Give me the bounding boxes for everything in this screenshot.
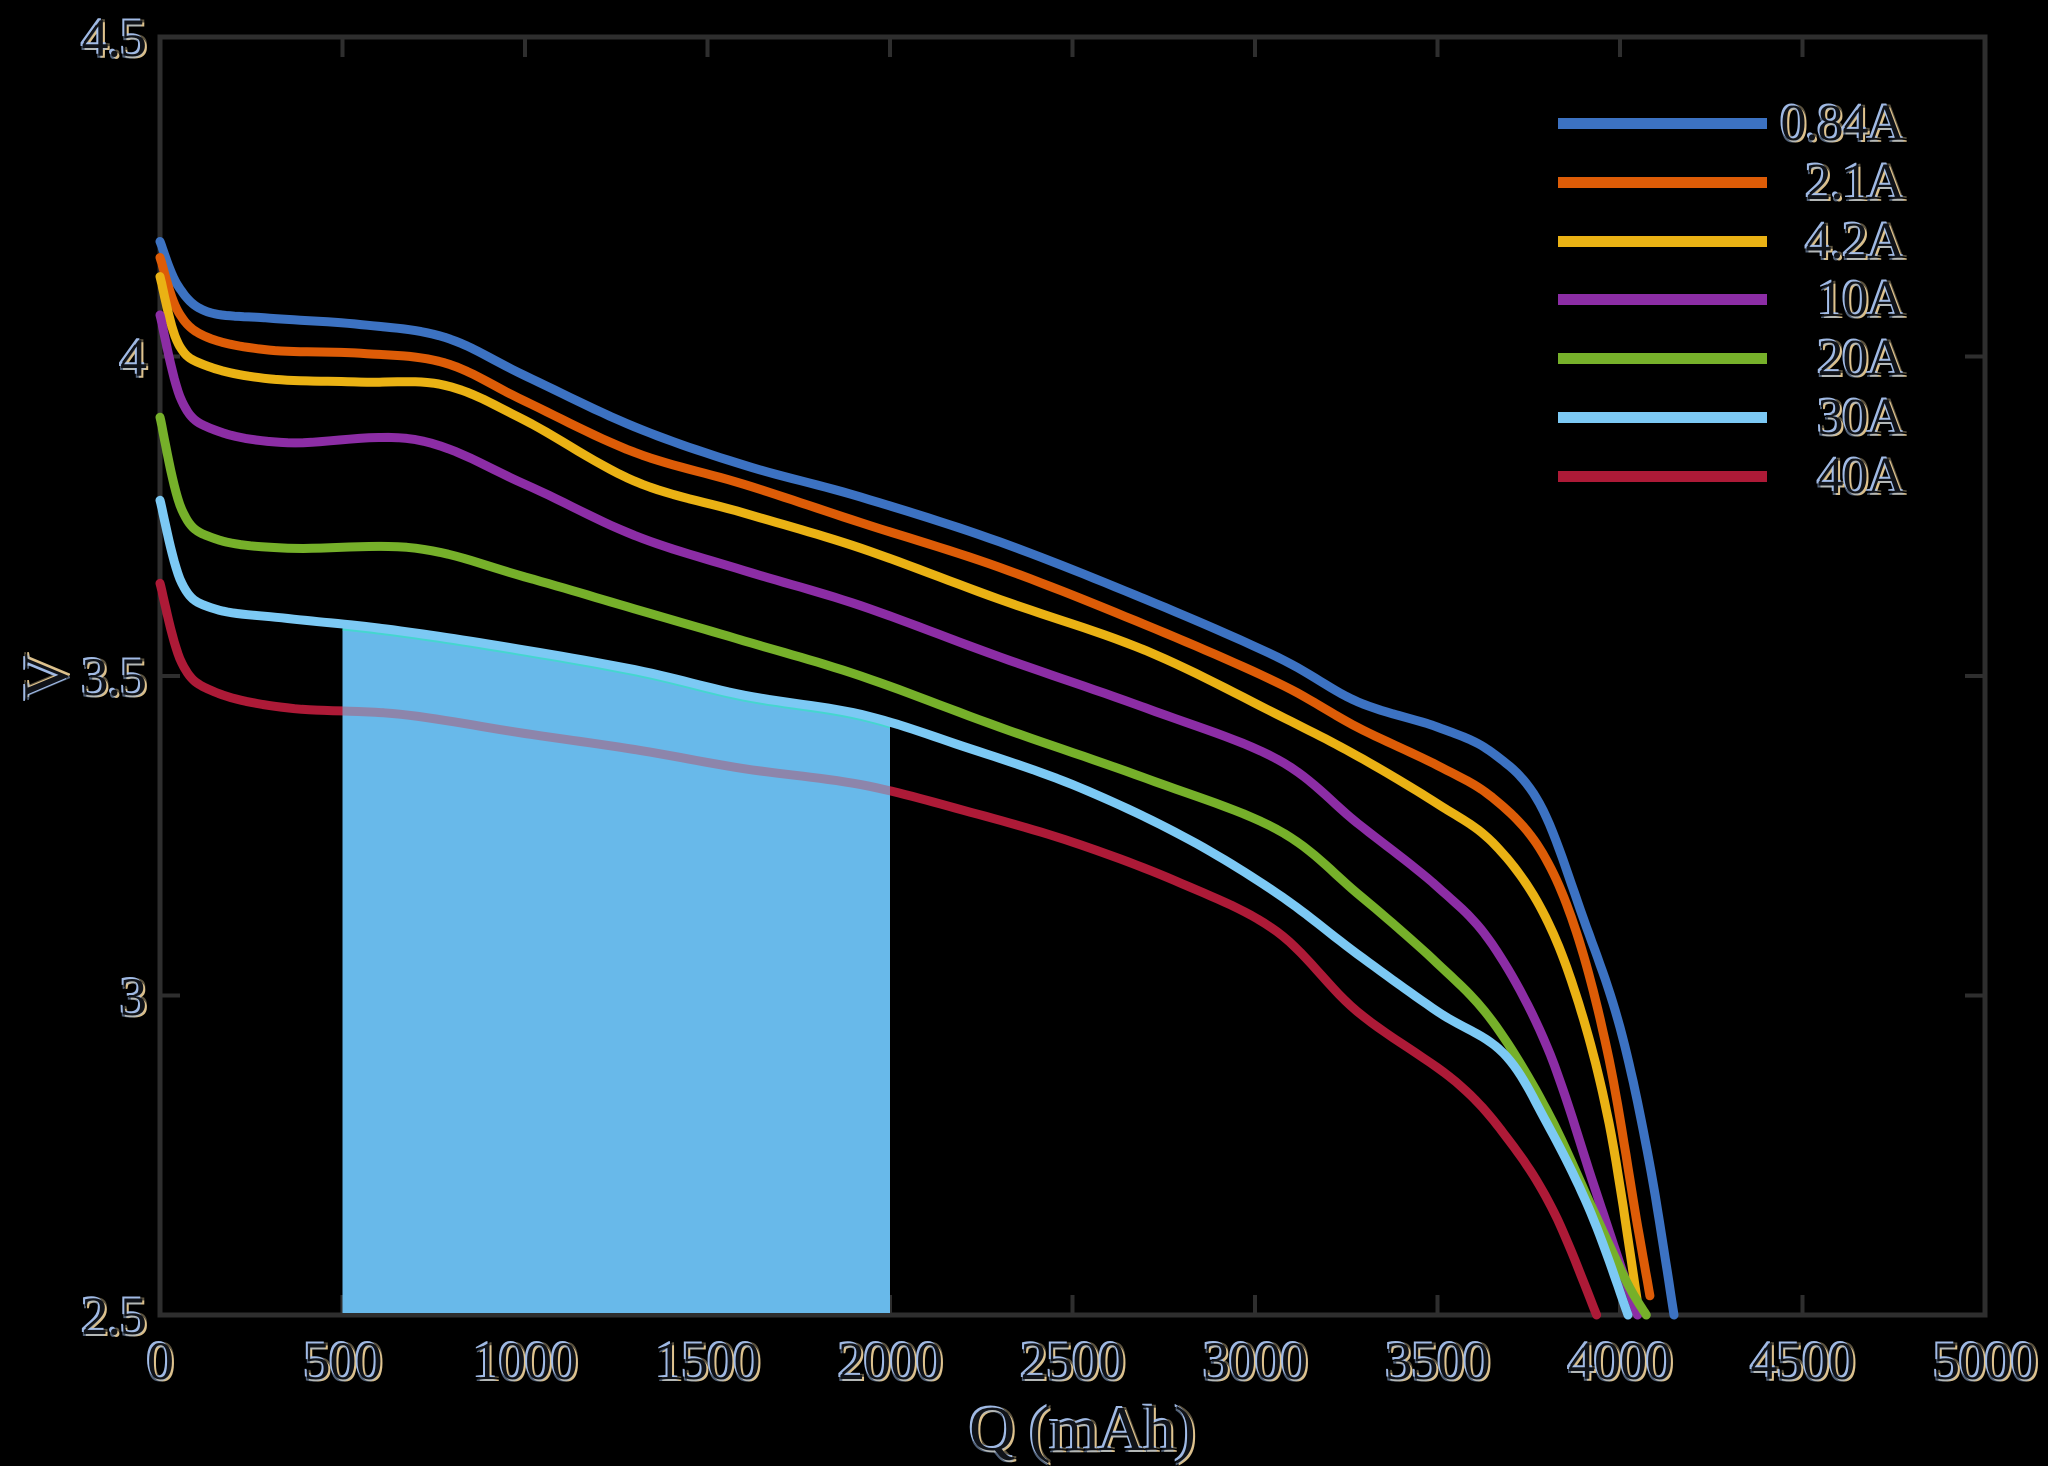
legend-label-30A: 30A [1817,389,1905,446]
legend-item-40A: 40A [1558,447,1905,506]
legend-label-40A: 40A [1817,447,1905,505]
series-line-30A [155,495,1633,1320]
x-tick-label-4000: 4000 [1568,1331,1673,1391]
legend-label-4.2A: 4.2A [1805,212,1905,270]
legend-label-20A: 20A [1817,330,1905,388]
y-axis-label: V [10,654,81,700]
y-tick-label-3.5: 3.5 [81,647,147,707]
x-tick-label-2000: 2000 [838,1331,943,1391]
series-line-10A [155,310,1642,1320]
series-line-40A [155,578,1602,1320]
shaded-region-top-edge [342,627,891,729]
y-tick-label-2.5: 2.5 [81,1286,147,1346]
legend-swatch-10A [1558,294,1767,306]
legend-item-30A: 30A [1558,388,1905,447]
x-tick-label-1500: 1500 [655,1331,761,1391]
legend-item-4.2A: 4.2A [1558,212,1905,271]
axis-ticks [158,35,1987,1317]
legend-item-0.84A: 0.84A [1558,94,1905,153]
series-line-0.84A [155,237,1679,1320]
legend-item-20A: 20A [1558,329,1905,388]
legend-item-2.1A: 2.1A [1558,153,1905,212]
x-tick-label-2500: 2500 [1020,1331,1126,1391]
y-tick-label-4.5: 4.5 [81,8,147,68]
legend-swatch-4.2A [1558,235,1767,247]
x-tick-label-4500: 4500 [1750,1331,1856,1391]
legend-swatch-20A [1558,353,1767,365]
x-tick-label-500: 500 [303,1331,383,1391]
x-tick-label-5000: 5000 [1933,1331,2038,1391]
shaded-region [342,629,890,1313]
x-tick-label-3000: 3000 [1203,1331,1308,1391]
y-tick-label-3: 3 [120,966,147,1027]
legend-item-10A: 10A [1558,270,1905,329]
x-tick-label-0: 0 [147,1331,174,1391]
series-line-4.2A [155,272,1642,1307]
legend-label-0.84A: 0.84A [1780,95,1905,152]
legend-label-2.1A: 2.1A [1805,153,1905,211]
series-line-20A [155,412,1651,1320]
legend-label-10A: 10A [1817,271,1905,329]
legend-swatch-30A [1558,412,1767,423]
y-tick-label-4: 4 [120,327,147,388]
series-line-2.1A [155,253,1655,1301]
x-tick-label-3500: 3500 [1385,1331,1491,1391]
legend-swatch-0.84A [1558,118,1767,129]
legend-swatch-2.1A [1558,176,1767,188]
legend-swatch-40A [1558,470,1767,482]
x-tick-label-1000: 1000 [473,1331,578,1391]
x-axis-label: Q (mAh) [969,1393,1196,1464]
